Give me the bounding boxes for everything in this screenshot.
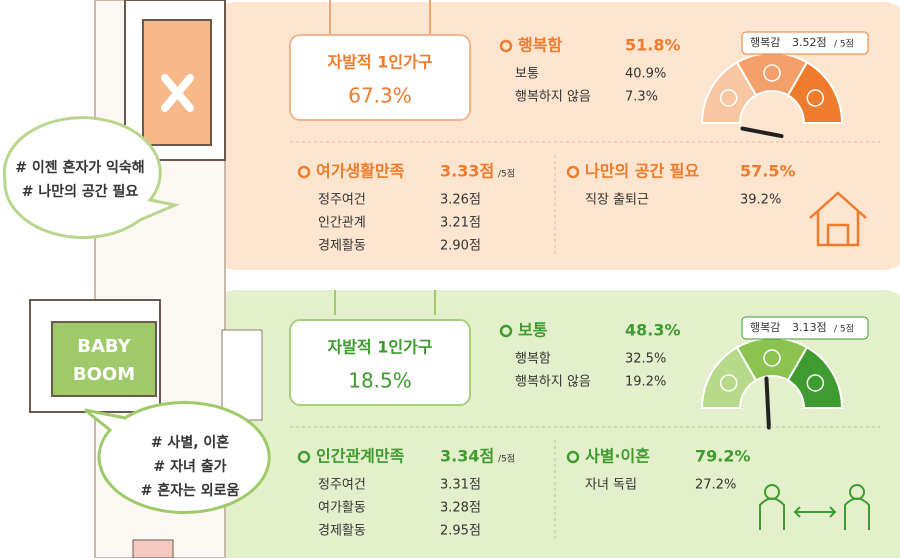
gauge-needle	[764, 376, 771, 430]
row-label: 행복함	[515, 351, 551, 367]
reason-label: 나만의 공간 필요	[585, 162, 699, 181]
sign-text: BOOM	[73, 364, 135, 385]
gauge-label-box	[741, 31, 869, 55]
bullet	[297, 165, 311, 179]
speech-bubble	[2, 116, 181, 240]
satisfaction-max: /5점	[498, 453, 515, 465]
window	[142, 19, 212, 146]
gauge-score: 3.52점	[792, 36, 827, 49]
row-label: 자녀 독립	[585, 478, 637, 493]
gauge-segment	[786, 61, 844, 124]
face-icon	[763, 349, 781, 367]
row-value: 3.21점	[440, 216, 481, 231]
row-label: 경제활동	[318, 524, 366, 539]
face-icon	[763, 64, 781, 82]
title-box	[289, 34, 471, 121]
gauge-max: / 5점	[834, 38, 854, 50]
share: 18.5%	[348, 369, 412, 393]
speech-bubble	[84, 400, 271, 514]
row-label: 여가활동	[318, 501, 366, 516]
gauge-segment	[786, 346, 844, 409]
row-value: 3.28점	[440, 501, 481, 516]
face-icon	[806, 89, 825, 107]
tag: # 사별, 이혼	[151, 434, 229, 451]
row-label: 행복하지 않음	[515, 89, 591, 105]
gauge-score: 3.13점	[792, 321, 827, 334]
bullet	[297, 450, 311, 464]
row-label: 경제활동	[318, 239, 366, 254]
tag: # 혼자는 외로움	[141, 482, 240, 499]
x-icon	[161, 74, 194, 112]
tag: # 나만의 공간 필요	[22, 183, 139, 200]
satisfaction-label: 인간관계만족	[316, 447, 405, 466]
reason-label: 사별·이혼	[585, 447, 650, 466]
row-label: 정주여건	[318, 478, 366, 493]
satisfaction-max: /5점	[498, 168, 515, 180]
satisfaction-score: 3.34점	[440, 447, 494, 466]
bullet	[499, 324, 513, 338]
row-value: 3.31점	[440, 478, 481, 493]
head	[849, 484, 865, 500]
face-icon	[719, 89, 738, 107]
row-label: 인간관계	[318, 216, 366, 231]
row-value: 7.3%	[625, 90, 658, 105]
face-icon	[806, 374, 825, 392]
gauge-label: 행복감	[750, 321, 780, 334]
title-box	[289, 319, 471, 406]
bullet	[566, 450, 580, 464]
row-value: 3.26점	[440, 193, 481, 208]
row-value: 39.2%	[740, 193, 781, 208]
happiness-label: 보통	[518, 321, 548, 340]
title: 자발적 1인가구	[327, 53, 432, 72]
gauge-label-box	[741, 316, 869, 340]
house-icon	[809, 191, 867, 247]
sign-text: BABY	[77, 336, 131, 357]
share: 67.3%	[348, 84, 412, 108]
balcony	[221, 329, 263, 421]
happiness-value: 51.8%	[625, 36, 681, 55]
row-value: 27.2%	[695, 478, 736, 493]
row-value: 19.2%	[625, 375, 666, 390]
title: 자발적 1인가구	[327, 338, 432, 357]
door	[132, 539, 174, 558]
row-value: 2.95점	[440, 524, 481, 539]
happiness-value: 48.3%	[625, 321, 681, 340]
bullet	[566, 165, 580, 179]
row-label: 직장 출퇴근	[585, 193, 649, 208]
sign	[51, 321, 157, 397]
row-value: 32.5%	[625, 352, 666, 367]
satisfaction-score: 3.33점	[440, 162, 494, 181]
happiness-label: 행복함	[518, 36, 562, 55]
head	[764, 484, 780, 500]
row-value: 2.90점	[440, 239, 481, 254]
tag: # 이젠 혼자가 익숙해	[15, 159, 144, 176]
row-label: 보통	[515, 67, 539, 82]
bullet	[499, 39, 513, 53]
tag: # 자녀 출가	[154, 458, 227, 475]
row-label: 행복하지 않음	[515, 374, 591, 390]
row-value: 40.9%	[625, 67, 666, 82]
gauge-max: / 5점	[834, 323, 854, 335]
satisfaction-label: 여가생활만족	[316, 162, 405, 181]
reason-value: 79.2%	[695, 447, 751, 466]
gauge-needle	[740, 126, 784, 139]
gauge-label: 행복감	[750, 36, 780, 49]
reason-value: 57.5%	[740, 162, 796, 181]
face-icon	[719, 374, 738, 392]
row-label: 정주여건	[318, 193, 366, 208]
